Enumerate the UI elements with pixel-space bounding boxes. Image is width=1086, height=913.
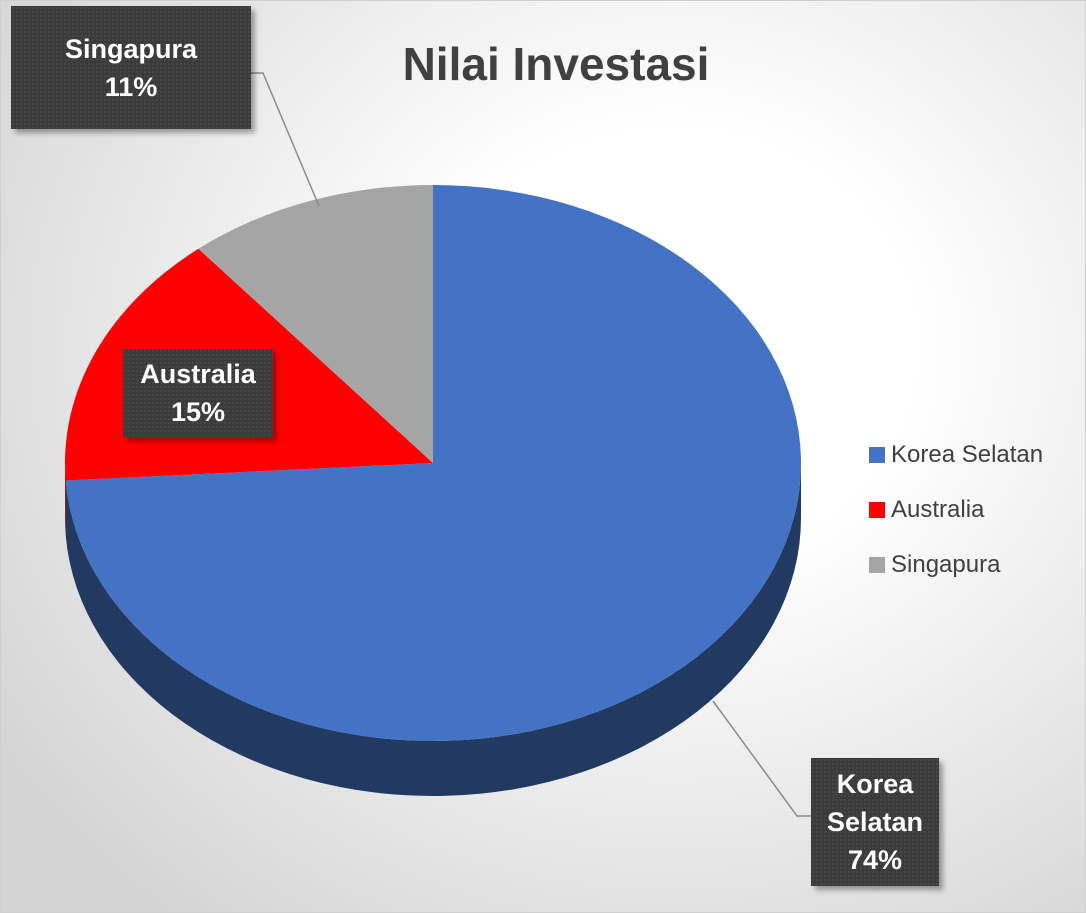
leader-line [712, 700, 811, 817]
data-label-value: 11% [104, 71, 158, 102]
legend-label: Korea Selatan [891, 441, 1044, 468]
chart-title: Nilai Investasi [402, 38, 710, 90]
legend-item: Singapura [869, 551, 1000, 579]
data-label-value: 74% [847, 845, 903, 875]
data-label: Singapura 11% [11, 6, 251, 129]
data-label-name: Korea Selatan [826, 769, 924, 837]
legend-label: Singapura [891, 551, 1001, 578]
data-label-name: Singapura [64, 33, 198, 64]
pie-slice [65, 185, 801, 742]
data-label: Australia 15% [123, 349, 273, 437]
data-label-name: Australia [140, 359, 256, 389]
legend-swatch [869, 502, 885, 518]
data-label: Korea Selatan 74% [811, 758, 939, 886]
pie-slice [198, 185, 433, 463]
data-label-value: 15% [170, 397, 226, 427]
legend-swatch [869, 557, 885, 573]
leader-line [251, 72, 320, 207]
pie-slice-side [65, 463, 801, 796]
legend-swatch [869, 447, 885, 463]
legend-item: Australia [869, 496, 984, 524]
pie-slice-side [65, 463, 66, 536]
legend-label: Australia [891, 496, 985, 523]
legend-item: Korea Selatan [869, 441, 1043, 469]
